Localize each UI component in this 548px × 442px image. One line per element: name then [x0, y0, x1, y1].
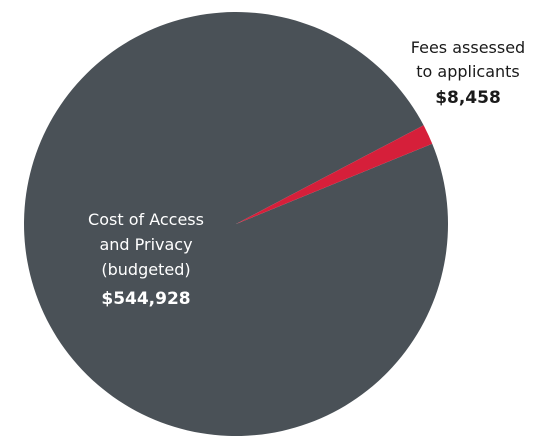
- cost-label-line-1: Cost of Access: [88, 210, 204, 229]
- pie-slices: [24, 12, 449, 437]
- fees-slice: [236, 125, 433, 224]
- cost-label-line-2: and Privacy: [99, 235, 192, 254]
- fees-label-line-1: Fees assessed: [411, 38, 525, 57]
- fees-label-line-2: to applicants: [416, 62, 520, 81]
- cost-label-line-3: (budgeted): [101, 260, 190, 279]
- cost-slice: [24, 12, 449, 437]
- cost-value-label: $544,928: [101, 289, 190, 309]
- fees-value-label: $8,458: [435, 88, 501, 108]
